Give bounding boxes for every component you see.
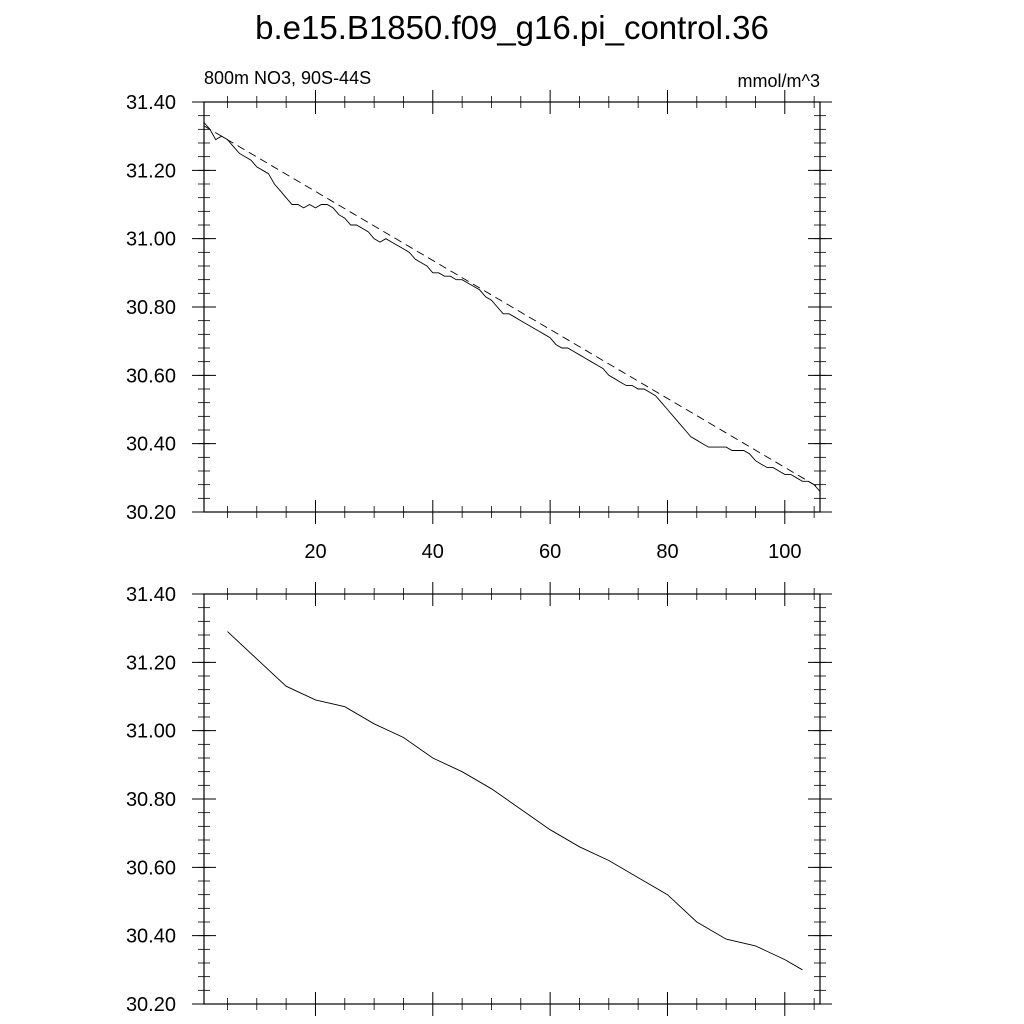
y-tick-label: 31.20 xyxy=(126,160,176,182)
y-tick-label: 30.80 xyxy=(126,297,176,319)
y-tick-label: 31.40 xyxy=(126,92,176,114)
trend-line xyxy=(203,125,821,489)
y-tick-label: 31.20 xyxy=(126,652,176,674)
figure-title: b.e15.B1850.f09_g16.pi_control.36 xyxy=(255,9,769,46)
top-panel-frame xyxy=(203,101,821,513)
y-tick-label: 30.60 xyxy=(126,857,176,879)
y-tick-label: 30.80 xyxy=(126,789,176,811)
y-tick-label: 31.00 xyxy=(126,721,176,743)
top-panel-series xyxy=(203,122,821,492)
series-line xyxy=(227,631,803,971)
series-line xyxy=(203,122,821,492)
bottom-panel-series xyxy=(227,631,803,971)
top-panel-subtitle-left: 800m NO3, 90S-44S xyxy=(204,68,371,88)
x-tick-label: 40 xyxy=(422,541,444,563)
bottom-panel: 30.20 30.40 30.60 30.80 31.00 31.20 31.40 xyxy=(126,582,832,1016)
x-tick-label: 60 xyxy=(539,541,561,563)
x-tick-label: 80 xyxy=(656,541,678,563)
bottom-panel-ticks xyxy=(192,582,832,1016)
top-panel-subtitle-right: mmol/m^3 xyxy=(738,71,820,91)
y-tick-label: 30.20 xyxy=(126,994,176,1016)
x-tick-label: 100 xyxy=(768,541,801,563)
bottom-panel-tick-labels: 30.20 30.40 30.60 30.80 31.00 31.20 31.40 xyxy=(126,584,176,1016)
y-tick-label: 30.40 xyxy=(126,434,176,456)
y-tick-label: 31.00 xyxy=(126,229,176,251)
top-panel: 800m NO3, 90S-44S mmol/m^3 30.2030.4030.… xyxy=(126,68,832,563)
y-tick-label: 30.20 xyxy=(126,502,176,524)
bottom-panel-frame xyxy=(203,593,821,1005)
y-tick-label: 31.40 xyxy=(126,584,176,606)
x-tick-label: 20 xyxy=(304,541,326,563)
y-tick-label: 30.60 xyxy=(126,365,176,387)
y-tick-label: 30.40 xyxy=(126,926,176,948)
top-panel-tick-labels: 30.20 30.40 30.60 30.80 31.00 31.20 31.40 20 40 6… xyxy=(126,92,802,563)
